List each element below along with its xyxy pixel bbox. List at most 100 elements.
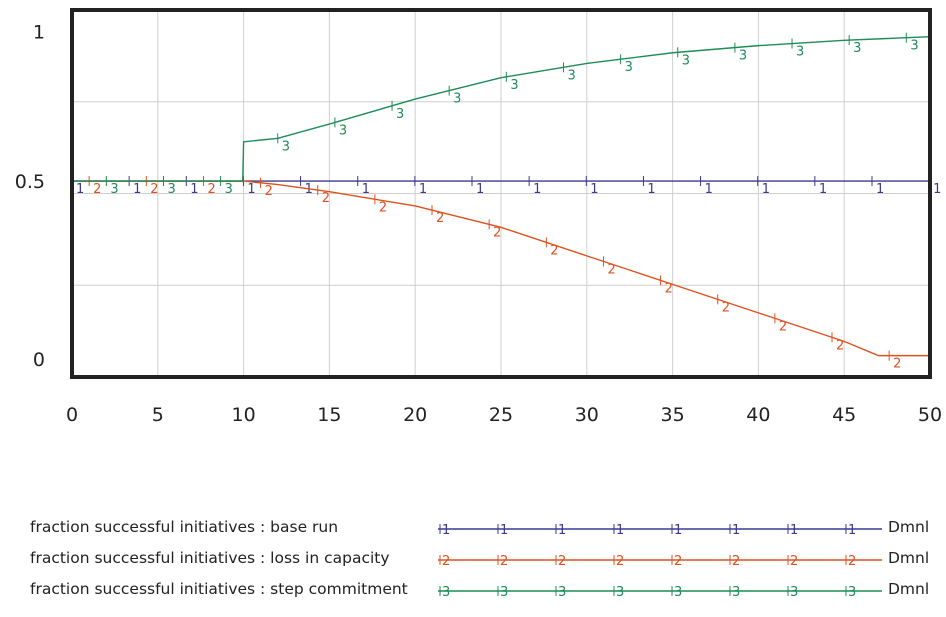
series-marker-label: 3	[110, 182, 118, 197]
legend-marker-label: 2	[790, 554, 798, 569]
legend-marker-label: 1	[732, 523, 740, 538]
series-marker-label: 2	[265, 184, 273, 199]
series-marker-label: 3	[396, 107, 404, 122]
x-tick-label: 30	[575, 404, 599, 426]
legend-marker-label: 1	[558, 523, 566, 538]
legend-marker-label: 3	[732, 585, 740, 600]
series-2: 2 2 2 2 2 2 2 2 2 2 2 2 2 2 2	[72, 176, 930, 372]
legend-label: fraction successful initiatives : step c…	[30, 580, 408, 598]
x-tick-label: 50	[918, 404, 942, 426]
series-line	[72, 36, 931, 182]
series-marker-label: 1	[590, 182, 598, 197]
legend-marker-label: 1	[790, 523, 798, 538]
x-tick-label: 25	[489, 404, 513, 426]
legend-marker-label: 1	[500, 523, 508, 538]
series-marker-label: 2	[322, 191, 330, 206]
grid-lines	[72, 10, 930, 377]
series-marker-label: 2	[779, 319, 787, 334]
series-marker-label: 2	[893, 357, 901, 372]
series-marker-label: 1	[362, 182, 370, 197]
series-marker-label: 2	[665, 281, 673, 296]
series-marker-label: 3	[510, 78, 518, 93]
series-marker-label: 3	[625, 60, 633, 75]
series-marker-label: 2	[493, 225, 501, 240]
series-marker-label: 2	[436, 211, 444, 226]
legend-marker-label: 3	[558, 585, 566, 600]
legend-line-base-run: 1 1 1 1 1 1 1 1	[438, 523, 882, 538]
series-marker-label: 3	[282, 139, 290, 154]
legend-marker-label: 3	[674, 585, 682, 600]
y-tick-label: 1	[33, 21, 45, 43]
legend-label: fraction successful initiatives : loss i…	[30, 549, 390, 567]
legend-marker-label: 1	[848, 523, 856, 538]
series-line	[72, 180, 930, 357]
series-marker-label: 2	[550, 243, 558, 258]
series-marker-label: 3	[682, 53, 690, 68]
legend-marker-label: 3	[616, 585, 624, 600]
series-3: 3 3 3 3 3 3 3 3 3 3 3 3 3 3 3	[72, 32, 931, 197]
series-marker-label: 2	[379, 200, 387, 215]
series-marker-label: 3	[453, 92, 461, 107]
legend-marker-label: 2	[442, 554, 450, 569]
legend-marker-label: 1	[442, 523, 450, 538]
series-marker-label: 2	[207, 182, 215, 197]
series-marker-label: 3	[796, 45, 804, 60]
legend-marker-label: 2	[674, 554, 682, 569]
x-tick-label: 0	[66, 404, 78, 426]
legend-item-step-commitment: fraction successful initiatives : step c…	[30, 576, 935, 607]
series-marker-label: 1	[762, 182, 770, 197]
legend-unit: Dmnl	[888, 580, 930, 598]
series-marker-label: 3	[567, 68, 575, 83]
legend-marker-label: 3	[848, 585, 856, 600]
axis-ticks: 0 5 10 15 20 25 30 35 40 45 50 1 0.5 0	[15, 21, 942, 426]
legend-line-step-commitment: 3 3 3 3 3 3 3 3	[438, 585, 882, 600]
series-marker-label: 2	[607, 262, 615, 277]
legend-line-loss-in-capacity: 2 2 2 2 2 2 2 2	[438, 554, 882, 569]
series-marker-label: 1	[476, 182, 484, 197]
series-marker-label: 1	[419, 182, 427, 197]
series-marker-label: 2	[93, 182, 101, 197]
legend-item-loss-in-capacity: fraction successful initiatives : loss i…	[30, 545, 935, 576]
series-marker-label: 1	[933, 182, 941, 197]
plot-frame	[70, 8, 932, 379]
legend: fraction successful initiatives : base r…	[30, 514, 935, 607]
series-marker-label: 3	[167, 182, 175, 197]
legend-marker-label: 2	[558, 554, 566, 569]
series-marker-label: 1	[647, 182, 655, 197]
x-tick-label: 15	[317, 404, 341, 426]
legend-marker-label: 3	[442, 585, 450, 600]
legend-item-base-run: fraction successful initiatives : base r…	[30, 514, 935, 545]
x-tick-label: 5	[152, 404, 164, 426]
legend-marker-label: 2	[732, 554, 740, 569]
series-marker-label: 1	[533, 182, 541, 197]
series-marker-label: 3	[853, 41, 861, 56]
y-tick-label: 0	[33, 349, 45, 371]
y-tick-label: 0.5	[15, 171, 45, 193]
series-marker-label: 1	[133, 182, 141, 197]
legend-label: fraction successful initiatives : base r…	[30, 518, 339, 536]
series-marker-label: 3	[910, 39, 918, 54]
legend-marker-label: 2	[848, 554, 856, 569]
legend-unit: Dmnl	[888, 549, 930, 567]
series-marker-label: 3	[225, 182, 233, 197]
series-marker-label: 1	[705, 182, 713, 197]
series-marker-label: 1	[190, 182, 198, 197]
series-marker-label: 1	[876, 182, 884, 197]
legend-unit: Dmnl	[888, 518, 930, 536]
series-marker-label: 2	[836, 338, 844, 353]
x-tick-label: 40	[746, 404, 770, 426]
series-marker-label: 3	[739, 49, 747, 64]
legend-marker-label: 2	[500, 554, 508, 569]
legend-marker-label: 1	[674, 523, 682, 538]
series-marker-label: 1	[819, 182, 827, 197]
x-tick-label: 45	[832, 404, 856, 426]
legend-marker-label: 2	[616, 554, 624, 569]
series-marker-label: 3	[339, 123, 347, 138]
x-tick-label: 10	[232, 404, 256, 426]
legend-marker-label: 3	[500, 585, 508, 600]
series-marker-label: 1	[76, 182, 84, 197]
x-tick-label: 20	[403, 404, 427, 426]
series-marker-label: 2	[150, 182, 158, 197]
